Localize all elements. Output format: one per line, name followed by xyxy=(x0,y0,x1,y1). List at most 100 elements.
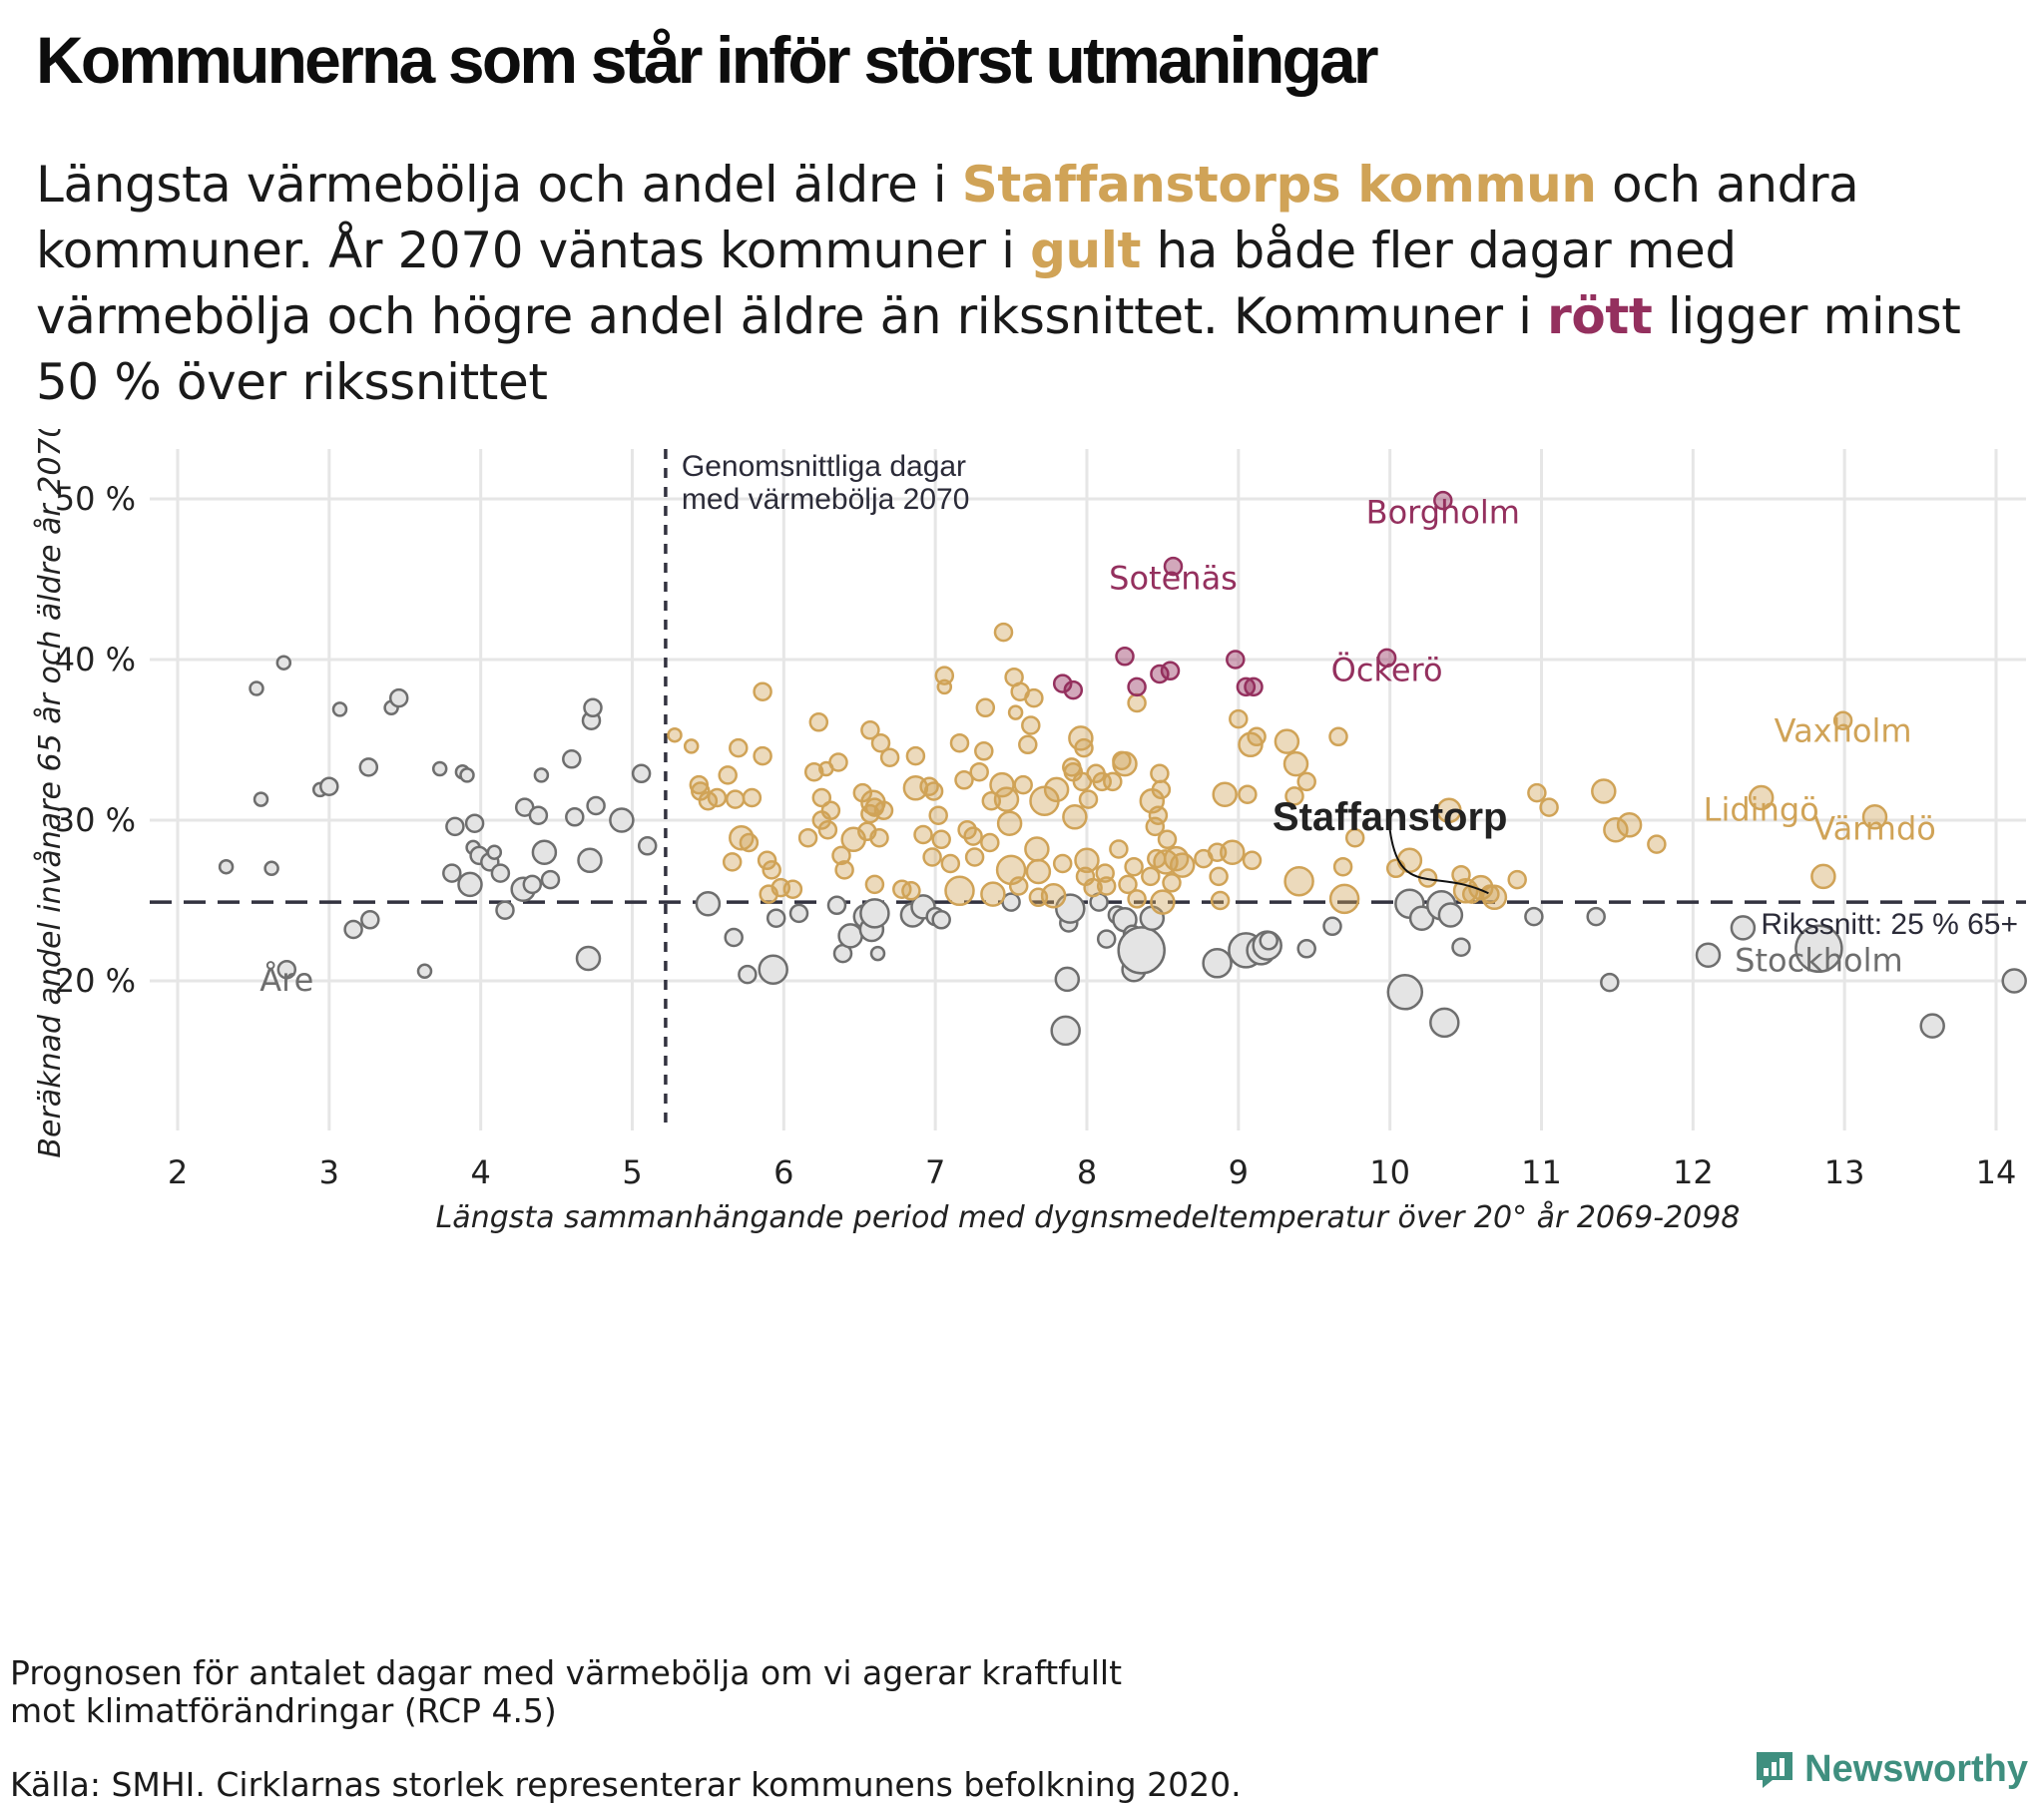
newsworthy-logo[interactable]: Newsworthy xyxy=(1755,1748,2028,1791)
municipality-point xyxy=(797,827,818,848)
municipality-label: Stockholm xyxy=(1735,942,1902,980)
municipality-point xyxy=(1507,869,1527,890)
municipality-point xyxy=(253,791,269,807)
municipality-point xyxy=(1043,776,1070,803)
municipality-point xyxy=(631,763,652,784)
municipality-point xyxy=(1024,836,1050,862)
municipality-point xyxy=(275,655,292,671)
municipality-point xyxy=(1150,664,1170,684)
municipality-point xyxy=(831,845,851,866)
municipality-point xyxy=(1096,929,1117,949)
brand-name: Newsworthy xyxy=(1804,1748,2028,1790)
municipality-point xyxy=(1112,750,1138,777)
municipality-point xyxy=(1322,916,1342,937)
municipality-point xyxy=(1730,915,1757,941)
municipality-point xyxy=(753,745,772,766)
municipality-point xyxy=(1074,737,1094,758)
municipality-point xyxy=(1344,827,1365,848)
municipality-point xyxy=(1127,692,1147,713)
subtitle-highlight-staffanstorp: Staffanstorps kommun xyxy=(961,156,1597,214)
municipality-point xyxy=(1244,676,1264,697)
municipality-point xyxy=(416,963,433,980)
municipality-point xyxy=(1226,650,1246,670)
municipality-point xyxy=(1220,839,1246,865)
municipality-point xyxy=(1141,866,1161,887)
municipality-point xyxy=(1296,771,1316,792)
municipality-point xyxy=(837,923,863,949)
municipality-point xyxy=(486,844,503,860)
municipality-point xyxy=(1210,890,1231,911)
municipality-point xyxy=(1145,816,1166,837)
municipality-point xyxy=(758,954,788,985)
municipality-point xyxy=(1209,866,1229,887)
municipality-point xyxy=(808,712,829,732)
municipality-point xyxy=(1229,708,1249,729)
subtitle-text: ligger minst 50 % över rikssnittet xyxy=(36,287,1961,411)
municipality-point xyxy=(1074,847,1100,874)
y-tick-label: 30 % xyxy=(55,801,136,839)
municipality-point xyxy=(1586,906,1606,927)
municipality-point xyxy=(782,879,803,899)
x-tick-label: 4 xyxy=(470,1153,490,1191)
municipality-point xyxy=(1600,972,1620,993)
y-tick-label: 40 % xyxy=(55,641,136,678)
national-average-label: Rikssnitt: 25 % 65+ xyxy=(1761,908,2018,941)
municipality-point xyxy=(980,881,1006,907)
municipality-point xyxy=(803,761,824,782)
municipality-point xyxy=(788,903,809,924)
municipality-point xyxy=(1429,1007,1460,1039)
municipality-point xyxy=(1328,726,1348,747)
municipality-point xyxy=(218,858,235,875)
municipality-point xyxy=(1748,784,1775,811)
municipality-point xyxy=(923,781,944,801)
municipality-point xyxy=(980,832,1000,853)
municipality-point xyxy=(1396,847,1423,874)
municipality-point xyxy=(490,863,511,883)
municipality-point xyxy=(1025,858,1052,885)
municipality-point xyxy=(1124,856,1144,877)
municipality-point xyxy=(993,786,1020,812)
municipality-point xyxy=(993,622,1014,643)
x-tick-label: 14 xyxy=(1976,1153,2017,1191)
y-axis-title: Beräknad andel invånare 65 år och äldre … xyxy=(33,429,68,1158)
municipality-point xyxy=(1054,966,1081,993)
chart-title: Kommunerna som står inför störst utmanin… xyxy=(36,23,1379,97)
municipality-point xyxy=(575,945,602,972)
municipality-point xyxy=(922,847,942,867)
municipality-point xyxy=(586,795,606,816)
municipality-point xyxy=(1527,782,1547,803)
municipality-point xyxy=(1386,974,1424,1011)
municipality-point xyxy=(531,839,558,865)
x-tick-label: 10 xyxy=(1369,1153,1410,1191)
data-points xyxy=(218,490,2027,1047)
footnote-line: mot klimatförändringar (RCP 4.5) xyxy=(10,1691,557,1730)
municipality-point xyxy=(1052,853,1073,874)
municipality-point xyxy=(1018,734,1038,755)
municipality-point xyxy=(442,863,462,883)
municipality-point xyxy=(1109,839,1129,859)
municipality-point xyxy=(940,853,961,874)
municipality-point xyxy=(1238,784,1258,804)
municipality-point xyxy=(358,757,379,777)
municipality-point xyxy=(522,874,543,895)
municipality-point xyxy=(1332,856,1353,877)
municipality-point xyxy=(528,805,549,825)
municipality-point xyxy=(1283,865,1314,897)
municipality-point xyxy=(864,874,885,895)
subtitle-text: ha både fler dagar med värmebölja och hö… xyxy=(36,222,1737,345)
municipality-point xyxy=(1433,490,1453,511)
municipality-point xyxy=(860,720,880,740)
municipality-label: Åre xyxy=(259,961,313,999)
x-tick-label: 8 xyxy=(1077,1153,1097,1191)
municipality-point xyxy=(928,805,948,825)
municipality-point xyxy=(667,726,683,743)
municipality-point xyxy=(975,697,996,718)
municipality-point xyxy=(1127,676,1147,697)
municipality-point xyxy=(905,745,926,766)
municipality-point xyxy=(996,810,1023,836)
municipality-point xyxy=(707,787,728,808)
municipality-point xyxy=(609,807,635,833)
municipality-point xyxy=(431,760,448,777)
municipality-point xyxy=(1021,715,1041,735)
